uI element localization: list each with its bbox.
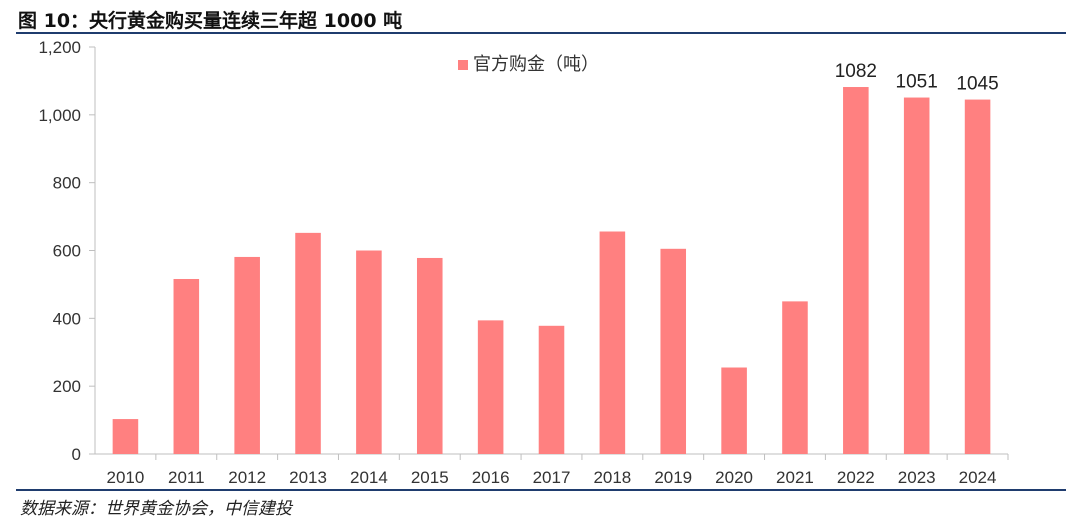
- bar-2023: [903, 97, 930, 455]
- x-tick-label: 2014: [350, 468, 388, 487]
- x-tick-label: 2015: [411, 468, 449, 487]
- bar-2015: [416, 257, 443, 454]
- bar-2014: [356, 250, 382, 454]
- x-tick-label: 2010: [107, 468, 145, 487]
- y-tick-label: 1,200: [38, 38, 81, 57]
- x-tick-label: 2011: [168, 468, 205, 487]
- y-axis-ticks: 0 200 400 600 800 1,000 1,200: [38, 38, 95, 464]
- y-tick-label: 800: [53, 174, 81, 193]
- bar-2021: [782, 301, 808, 454]
- bar-2010: [112, 419, 139, 454]
- y-tick-label: 200: [53, 377, 81, 396]
- footer-divider: [16, 489, 1066, 491]
- x-tick-label: 2024: [959, 468, 997, 487]
- x-tick-label: 2013: [289, 468, 327, 487]
- x-tick-label: 2018: [593, 468, 631, 487]
- x-tick-label: 2012: [228, 468, 266, 487]
- y-tick-label: 1,000: [38, 106, 81, 125]
- bar-2016: [477, 320, 504, 454]
- title-divider: [16, 32, 1066, 34]
- data-label-2024: 1045: [956, 74, 998, 95]
- x-tick-label: 2016: [472, 468, 510, 487]
- legend-label: 官方购金（吨）: [473, 54, 599, 75]
- x-tick-label: 2023: [898, 468, 936, 487]
- bar-2022: [843, 87, 869, 454]
- x-axis-ticks: 2010 2011 2012 2013 2014 2015 2016 2017 2018 2019…: [107, 454, 1009, 487]
- bar-2020: [721, 367, 747, 454]
- data-label-2022: 1082: [835, 61, 877, 82]
- source-note: 数据来源：世界黄金协会，中信建投: [20, 499, 292, 519]
- chart-title: 图 10：央行黄金购买量连续三年超 1000 吨: [18, 10, 403, 32]
- legend: 官方购金（吨）: [458, 54, 599, 75]
- bar-2012: [234, 256, 260, 454]
- bar-2011: [173, 278, 200, 454]
- bar-2018: [599, 231, 626, 454]
- y-tick-label: 400: [53, 309, 81, 328]
- bars-group: [112, 87, 991, 455]
- bar-2017: [538, 325, 565, 454]
- bar-2019: [660, 248, 687, 454]
- bar-2024: [964, 99, 991, 454]
- y-tick-label: 600: [53, 242, 81, 261]
- legend-swatch: [458, 60, 468, 70]
- x-tick-label: 2017: [533, 468, 571, 487]
- bar-2013: [295, 232, 321, 454]
- x-tick-label: 2019: [654, 468, 692, 487]
- y-tick-label: 0: [72, 445, 81, 464]
- x-tick-label: 2020: [715, 468, 753, 487]
- x-tick-label: 2021: [776, 468, 814, 487]
- data-labels-group: 1082 1051 1045: [835, 61, 999, 95]
- data-label-2023: 1051: [896, 72, 938, 93]
- x-tick-label: 2022: [837, 468, 875, 487]
